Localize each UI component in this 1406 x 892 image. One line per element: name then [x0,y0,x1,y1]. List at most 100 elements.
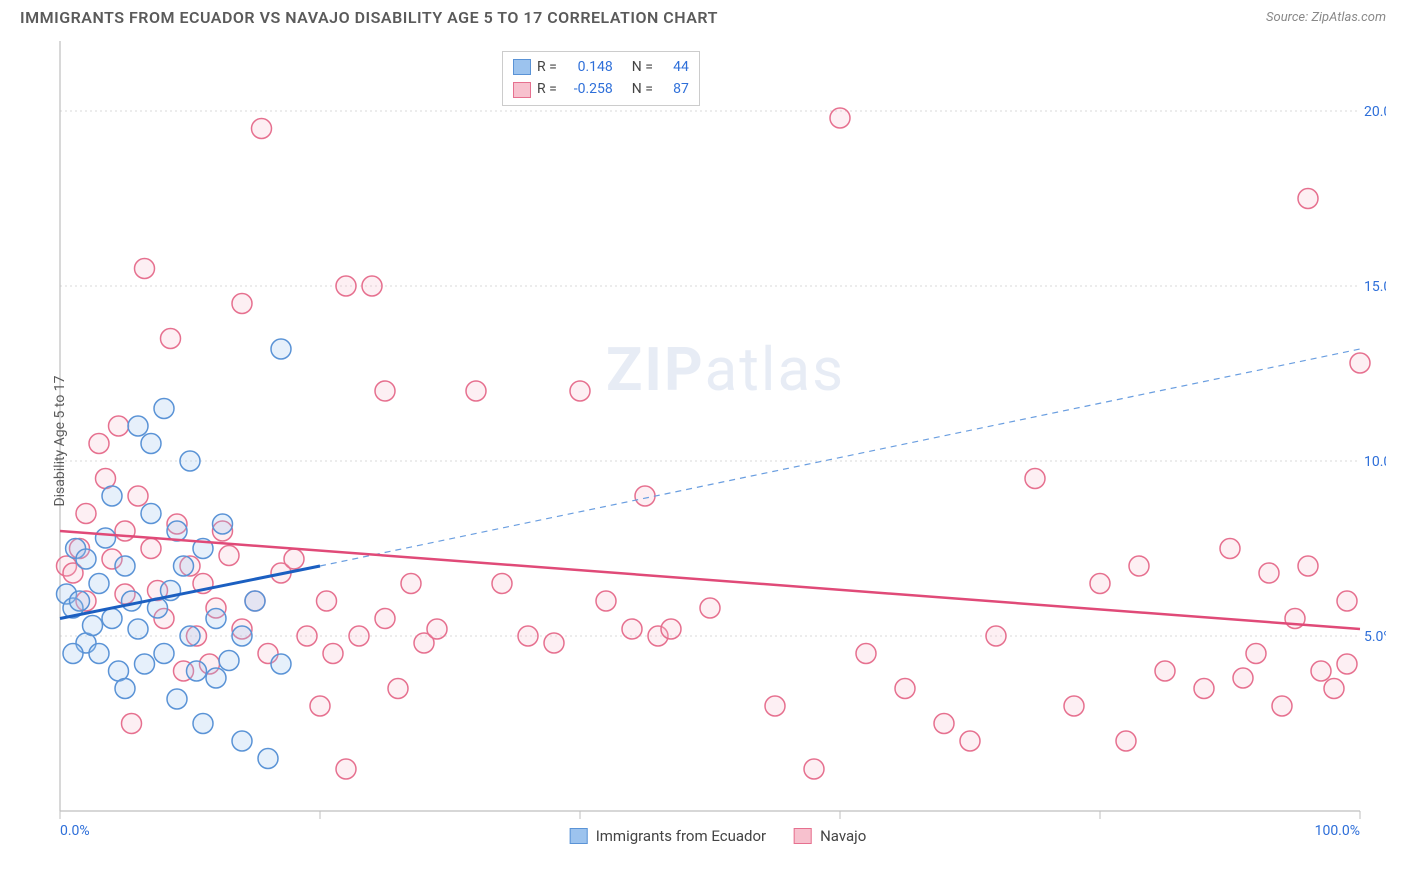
scatter-chart: 0.0% 100.0% 5.0% 10.0% 15.0% 20.0% [50,31,1386,851]
scatter-point-navajo [1272,696,1292,716]
series-swatch [794,828,812,844]
y-axis-label: Disability Age 5 to 17 [52,375,68,506]
scatter-point-ecuador [232,626,252,646]
source-label: Source: [1266,10,1308,25]
series-legend: Immigrants from Ecuador Navajo [570,827,867,845]
scatter-point-navajo [1324,679,1344,699]
scatter-point-navajo [1298,556,1318,576]
scatter-point-ecuador [70,591,90,611]
scatter-point-navajo [1259,563,1279,583]
legend-n-label: N = [632,78,653,100]
scatter-point-ecuador [115,679,135,699]
scatter-point-navajo [336,276,356,296]
legend-swatch [513,59,531,75]
scatter-point-ecuador [206,668,226,688]
x-tick-label: 100.0% [1315,823,1360,839]
scatter-point-navajo [1233,668,1253,688]
scatter-point-navajo [830,108,850,128]
scatter-point-navajo [1337,591,1357,611]
source-name: ZipAtlas.com [1311,10,1386,25]
scatter-point-navajo [362,276,382,296]
scatter-point-navajo [765,696,785,716]
scatter-point-ecuador [271,339,291,359]
scatter-point-ecuador [174,556,194,576]
scatter-point-ecuador [245,591,265,611]
legend-r-label: R = [537,78,557,100]
legend-r-value: -0.258 [563,78,613,100]
scatter-point-navajo [310,696,330,716]
legend-r-label: R = [537,56,557,78]
scatter-point-navajo [960,731,980,751]
scatter-point-ecuador [83,616,103,636]
scatter-point-ecuador [232,731,252,751]
scatter-point-navajo [544,633,564,653]
scatter-point-navajo [1350,353,1370,373]
scatter-point-ecuador [219,651,239,671]
scatter-point-ecuador [141,434,161,454]
scatter-point-navajo [622,619,642,639]
scatter-point-navajo [115,521,135,541]
scatter-point-navajo [427,619,447,639]
scatter-point-ecuador [128,416,148,436]
scatter-point-navajo [661,619,681,639]
scatter-point-ecuador [96,528,116,548]
scatter-point-navajo [466,381,486,401]
scatter-point-ecuador [187,661,207,681]
series-label: Immigrants from Ecuador [596,827,766,845]
scatter-point-navajo [128,486,148,506]
scatter-point-navajo [161,329,181,349]
legend-n-value: 87 [659,78,689,100]
scatter-point-ecuador [102,486,122,506]
scatter-point-ecuador [193,714,213,734]
scatter-point-ecuador [128,619,148,639]
scatter-point-ecuador [180,451,200,471]
scatter-point-navajo [1311,661,1331,681]
scatter-point-ecuador [167,521,187,541]
scatter-point-ecuador [115,556,135,576]
scatter-point-navajo [1116,731,1136,751]
scatter-point-navajo [401,574,421,594]
chart-title: IMMIGRANTS FROM ECUADOR VS NAVAJO DISABI… [20,8,718,27]
scatter-point-ecuador [76,549,96,569]
scatter-point-ecuador [102,609,122,629]
scatter-point-navajo [219,546,239,566]
y-tick-label: 5.0% [1364,629,1386,645]
scatter-point-navajo [375,609,395,629]
scatter-point-navajo [1090,574,1110,594]
y-tick-label: 15.0% [1364,279,1386,295]
scatter-point-navajo [986,626,1006,646]
scatter-point-navajo [141,539,161,559]
series-label: Navajo [820,827,866,845]
scatter-point-navajo [109,416,129,436]
scatter-point-ecuador [154,399,174,419]
chart-area: Disability Age 5 to 17 0.0% 100.0% 5.0% 10.… [50,31,1386,851]
scatter-point-navajo [1246,644,1266,664]
scatter-point-navajo [1064,696,1084,716]
scatter-point-ecuador [258,749,278,769]
scatter-point-navajo [856,644,876,664]
legend-n-value: 44 [659,56,689,78]
scatter-point-navajo [76,504,96,524]
y-tick-label: 10.0% [1364,454,1386,470]
x-tick-label: 0.0% [60,823,90,839]
scatter-point-navajo [135,259,155,279]
scatter-point-ecuador [89,644,109,664]
scatter-point-ecuador [135,654,155,674]
scatter-point-navajo [1337,654,1357,674]
legend-n-label: N = [632,56,653,78]
scatter-point-navajo [375,381,395,401]
scatter-point-navajo [1025,469,1045,489]
y-tick-label: 20.0% [1364,104,1386,120]
source-line: Source: ZipAtlas.com [1266,10,1386,25]
series-legend-item-navajo: Navajo [794,827,866,845]
legend-swatch [513,82,531,98]
scatter-point-navajo [122,714,142,734]
scatter-point-navajo [349,626,369,646]
scatter-point-ecuador [206,609,226,629]
scatter-point-ecuador [141,504,161,524]
scatter-point-navajo [252,119,272,139]
scatter-point-navajo [1298,189,1318,209]
scatter-point-ecuador [180,626,200,646]
scatter-point-navajo [336,759,356,779]
series-legend-item-ecuador: Immigrants from Ecuador [570,827,766,845]
